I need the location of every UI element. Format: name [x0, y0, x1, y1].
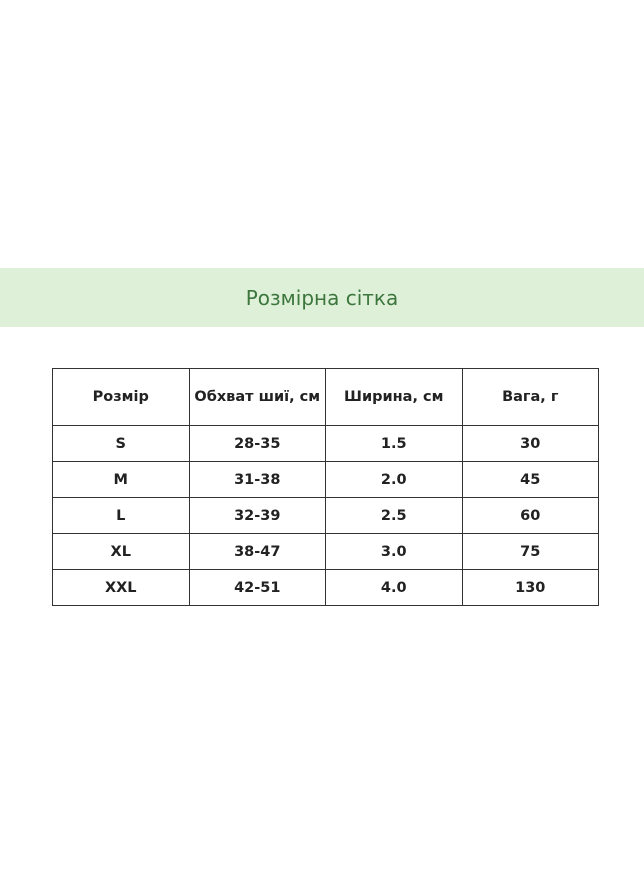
- header-width: Ширина, см: [325, 368, 463, 426]
- table-row: S 28-35 1.5 30: [52, 425, 599, 462]
- header-weight: Вага, г: [461, 368, 599, 426]
- table-row: XL 38-47 3.0 75: [52, 533, 599, 570]
- cell-size: XL: [52, 533, 190, 570]
- table-row: M 31-38 2.0 45: [52, 461, 599, 498]
- table-header-row: Розмір Обхват шиї, см Ширина, см Вага, г: [52, 368, 599, 426]
- cell-neck: 28-35: [188, 425, 326, 462]
- cell-weight: 60: [461, 497, 599, 534]
- cell-neck: 38-47: [188, 533, 326, 570]
- cell-size: S: [52, 425, 190, 462]
- header-size: Розмір: [52, 368, 190, 426]
- cell-neck: 32-39: [188, 497, 326, 534]
- cell-weight: 75: [461, 533, 599, 570]
- title-banner: Розмірна сітка: [0, 268, 644, 327]
- cell-width: 2.5: [325, 497, 463, 534]
- cell-weight: 30: [461, 425, 599, 462]
- table-row: L 32-39 2.5 60: [52, 497, 599, 534]
- cell-neck: 42-51: [188, 569, 326, 606]
- cell-size: M: [52, 461, 190, 498]
- cell-size: L: [52, 497, 190, 534]
- cell-weight: 130: [461, 569, 599, 606]
- cell-width: 1.5: [325, 425, 463, 462]
- table-row: XXL 42-51 4.0 130: [52, 569, 599, 606]
- page-title: Розмірна сітка: [245, 285, 399, 310]
- cell-weight: 45: [461, 461, 599, 498]
- cell-neck: 31-38: [188, 461, 326, 498]
- header-neck: Обхват шиї, см: [188, 368, 326, 426]
- size-table: Розмір Обхват шиї, см Ширина, см Вага, г…: [52, 368, 599, 606]
- cell-width: 3.0: [325, 533, 463, 570]
- cell-width: 4.0: [325, 569, 463, 606]
- cell-width: 2.0: [325, 461, 463, 498]
- cell-size: XXL: [52, 569, 190, 606]
